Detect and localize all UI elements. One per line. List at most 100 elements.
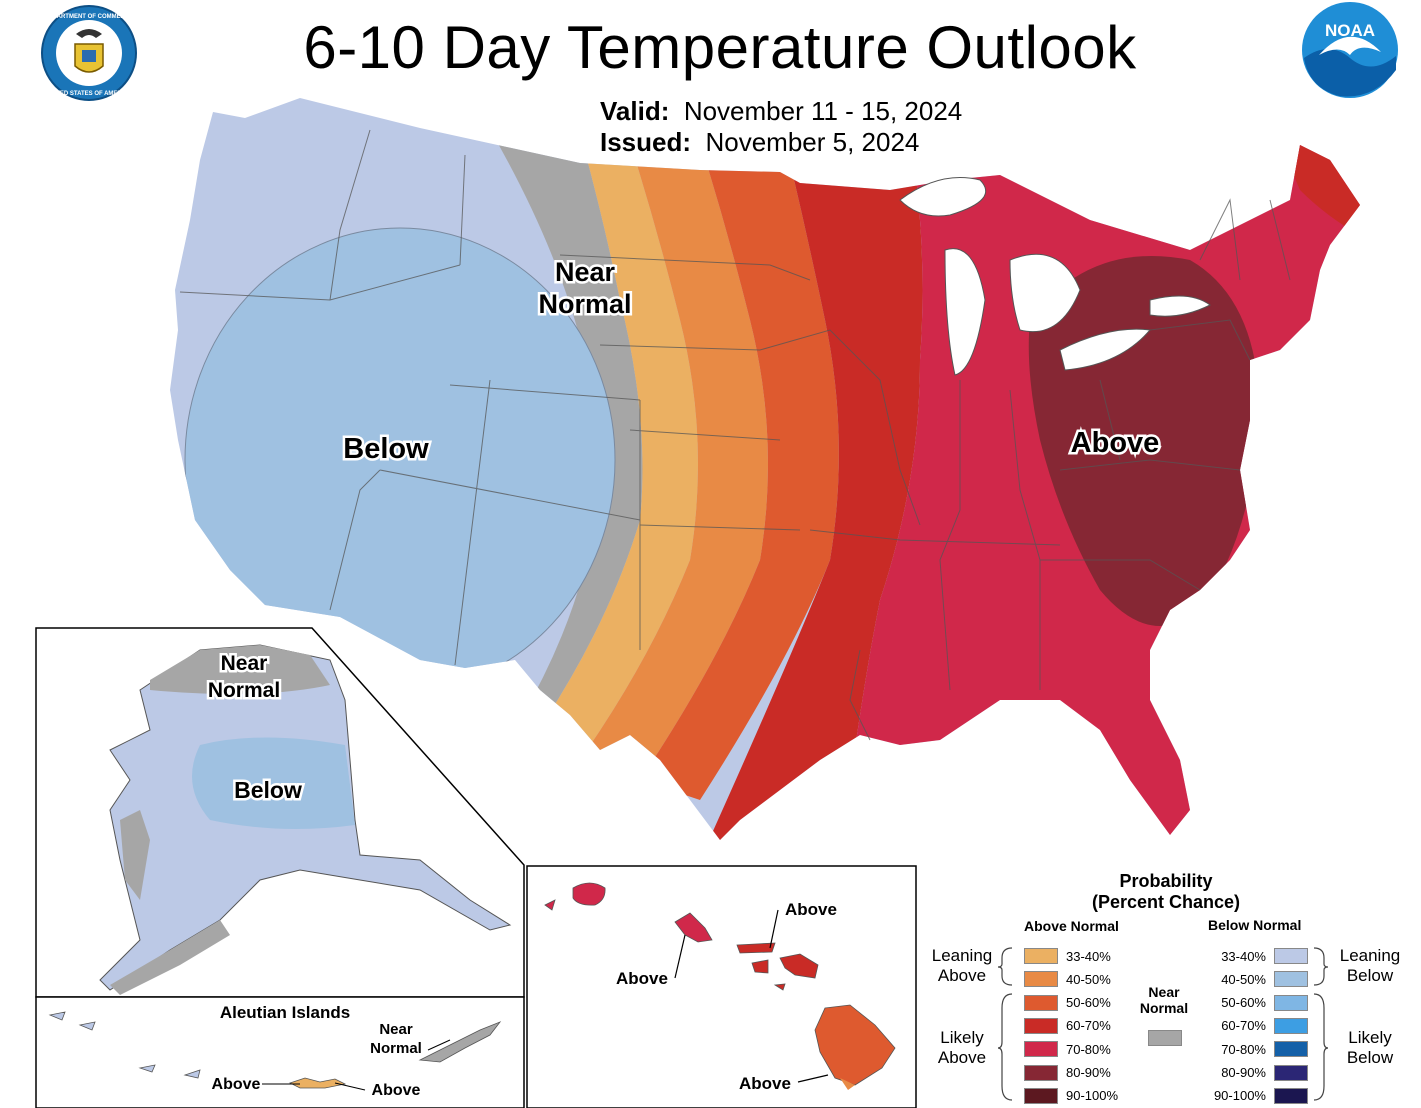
below-class-swatch (1274, 1041, 1308, 1058)
big-island (814, 1004, 896, 1086)
likely-below-line2: Below (1346, 1048, 1394, 1067)
noaa-text: NOAA (1325, 21, 1375, 40)
hawaii-above-left-leader (674, 934, 686, 979)
above-class-label: 80-90% (1066, 1065, 1111, 1080)
hawaii-above-top-leader (769, 909, 779, 949)
likely-above-line2: Above (937, 1048, 987, 1067)
above-class-swatch (1024, 971, 1058, 988)
leaning-below-line1: Leaning (1339, 946, 1401, 965)
alaska-near-label: Near (221, 652, 268, 675)
svg-text:UNITED STATES OF AMERICA: UNITED STATES OF AMERICA (46, 91, 133, 97)
band-50-60-above (640, 98, 839, 800)
aleutian-near-label: Near (379, 1021, 413, 1038)
below-class-row: 80-90% (1208, 1063, 1308, 1083)
aleutian-title: Aleutian Islands (220, 1003, 350, 1022)
valid-label: Valid: (600, 96, 670, 126)
maui-island (779, 953, 819, 979)
near-normal-swatch (1148, 1030, 1182, 1046)
maine-60-70 (1270, 120, 1360, 260)
above-class-label: 60-70% (1066, 1018, 1111, 1034)
near-normal-legend-label: Near Normal (1136, 984, 1192, 1016)
legend-title: Probability (Percent Chance) (1066, 871, 1266, 913)
above-class-row: 50-60% (1024, 993, 1111, 1013)
above-class-row: 33-40% (1024, 946, 1111, 966)
main-below-label: Below (343, 433, 429, 465)
above-class-swatch (1024, 994, 1058, 1011)
alaska-below-area (192, 737, 355, 829)
leaning-below-group: Leaning Below (1334, 946, 1406, 986)
brace-likely-above (997, 993, 1013, 1101)
likely-above-line1: Likely (940, 1028, 984, 1047)
issued-label: Issued: (600, 127, 692, 157)
alaska-peninsula-near-normal (110, 920, 230, 995)
molokai-island (736, 942, 776, 954)
big-island-south-tip (840, 1078, 855, 1090)
svg-text:DEPARTMENT OF COMMERCE: DEPARTMENT OF COMMERCE (45, 14, 134, 20)
alaska-normal-label: Normal (208, 679, 280, 702)
lake-superior (899, 177, 987, 217)
below-class-label: 60-70% (1221, 1018, 1266, 1034)
kahoolawe-island (773, 983, 786, 991)
aleutian-normal-label: Normal (370, 1040, 422, 1057)
niihau-island (544, 899, 556, 911)
issued-value: November 5, 2024 (705, 127, 920, 157)
department-of-commerce-seal-icon: DEPARTMENT OF COMMERCE UNITED STATES OF … (41, 5, 137, 101)
below-class-swatch (1274, 971, 1308, 988)
main-normal-label: Normal (538, 289, 631, 319)
below-class-label: 33-40% (1221, 948, 1266, 964)
alaska-sw-near-normal (120, 810, 150, 900)
aleutian-near-normal-islands (418, 1021, 502, 1063)
lake-erie (1059, 328, 1151, 371)
aleutian-near-leader (427, 1039, 451, 1051)
legend: Probability (Percent Chance) Above Norma… (920, 868, 1420, 1108)
above-class-row: 90-100% (1024, 1086, 1118, 1106)
above-class-row: 60-70% (1024, 1016, 1111, 1036)
above-normal-header: Above Normal (1024, 918, 1119, 934)
kauai-island (572, 882, 606, 906)
map-title: 6-10 Day Temperature Outlook (303, 14, 1137, 81)
legend-title-line1: Probability (1119, 871, 1213, 891)
below-class-row: 60-70% (1208, 1016, 1308, 1036)
leaning-below-line2: Below (1346, 966, 1394, 985)
likely-below-group: Likely Below (1334, 1028, 1406, 1068)
below-class-swatch (1274, 1087, 1308, 1104)
below-class-swatch (1274, 1017, 1308, 1034)
above-class-label: 50-60% (1066, 995, 1111, 1011)
near-normal-legend-line1: Near (1148, 984, 1180, 1000)
above-class-swatch (1024, 948, 1058, 964)
legend-braces (997, 947, 1329, 1101)
above-class-swatch (1024, 1087, 1058, 1104)
legend-title-line2: (Percent Chance) (1091, 892, 1241, 912)
noaa-logo-icon: NOAA (1302, 2, 1398, 98)
above-class-swatch (1024, 1017, 1058, 1034)
below-class-swatch (1274, 1064, 1308, 1081)
likely-above-group: Likely Above (926, 1028, 998, 1068)
near-normal-legend-line2: Normal (1139, 1000, 1189, 1016)
below-normal-header: Below Normal (1208, 917, 1302, 933)
above-class-row: 40-50% (1024, 969, 1111, 989)
aleutian-above-east-leader (334, 1082, 366, 1091)
issued-line: Issued: November 5, 2024 (600, 126, 919, 158)
above-class-label: 70-80% (1066, 1041, 1111, 1057)
alaska-below-label: Below (234, 777, 302, 803)
leaning-above-group: Leaning Above (926, 946, 998, 986)
leaning-above-line1: Leaning (931, 946, 993, 965)
below-class-label: 80-90% (1221, 1065, 1266, 1080)
below-class-label: 70-80% (1221, 1041, 1266, 1057)
above-class-row: 70-80% (1024, 1039, 1111, 1059)
likely-below-line1: Likely (1348, 1028, 1392, 1047)
aleutian-above-west-label: Above (212, 1076, 261, 1093)
band-60-70-above (700, 98, 923, 840)
near-normal-band (460, 98, 643, 720)
below-class-label: 40-50% (1221, 971, 1266, 987)
below-class-swatch (1274, 994, 1308, 1011)
aleutian-west-islands (48, 1011, 201, 1079)
lake-ontario (1149, 295, 1211, 317)
main-above-label: Above (1071, 427, 1160, 459)
valid-value: November 11 - 15, 2024 (683, 96, 963, 126)
hawaii-above-bottom-label: Above (739, 1074, 791, 1093)
lake-michigan (944, 248, 986, 376)
